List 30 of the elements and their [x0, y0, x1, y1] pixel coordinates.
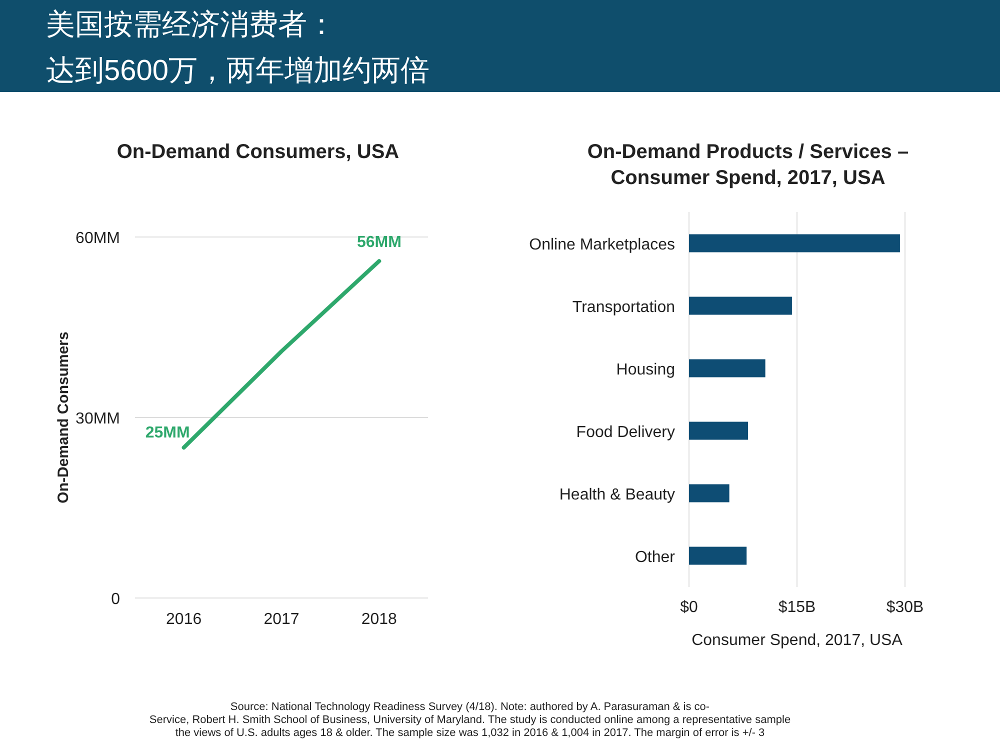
x-tick-label: $15B — [778, 599, 816, 616]
y-tick-label: Online Marketplaces — [529, 236, 675, 254]
source-note: Source: National Technology Readiness Survey (4/18). Note: authored by A. Parasuraman & is co- Service, Robert H. Smith School of Business, University of Maryland. The study is conducted online among a representative sample the views of U.S. adults ages 18 & older. The sample size was 1,032 in 2016 & 1,004 in 2017. The margin of error is +/- 3 — [149, 701, 791, 739]
y-tick-label: 60MM — [76, 230, 120, 247]
x-tick-label: 2016 — [166, 611, 202, 628]
chart-title: On-Demand Products / Services – Consumer Spend, 2017, USA — [587, 141, 909, 189]
chart-title: On-Demand Consumers, USA — [116, 141, 400, 163]
x-tick-label: 2017 — [264, 611, 300, 628]
x-axis-title: Consumer Spend, 2017, USA — [692, 632, 903, 649]
data-label: 56MM — [356, 234, 402, 252]
y-tick-label: Other — [634, 548, 676, 566]
y-tick-label: Health & Beauty — [559, 486, 675, 504]
y-tick-label: 0 — [111, 591, 120, 608]
data-label: 25MM — [145, 424, 190, 442]
y-tick-label: Transportation — [572, 298, 675, 316]
x-tick-label: 2018 — [361, 611, 398, 628]
x-tick-label: $0 — [680, 599, 698, 616]
y-axis-title: On-Demand Consumers — [55, 332, 72, 504]
x-tick-label: $30B — [886, 599, 924, 616]
bar — [689, 484, 730, 502]
text: 达到5600万，两年增加约两倍 — [46, 55, 430, 87]
bar — [689, 359, 766, 378]
bar — [689, 422, 748, 440]
y-tick-label: 30MM — [76, 410, 120, 428]
bar — [689, 296, 792, 315]
bar — [689, 546, 747, 565]
bar — [689, 234, 900, 252]
y-tick-label: Housing — [616, 361, 675, 378]
text: 美国按需经济消费者： — [46, 9, 336, 41]
y-tick-label: Food Delivery — [576, 424, 675, 441]
